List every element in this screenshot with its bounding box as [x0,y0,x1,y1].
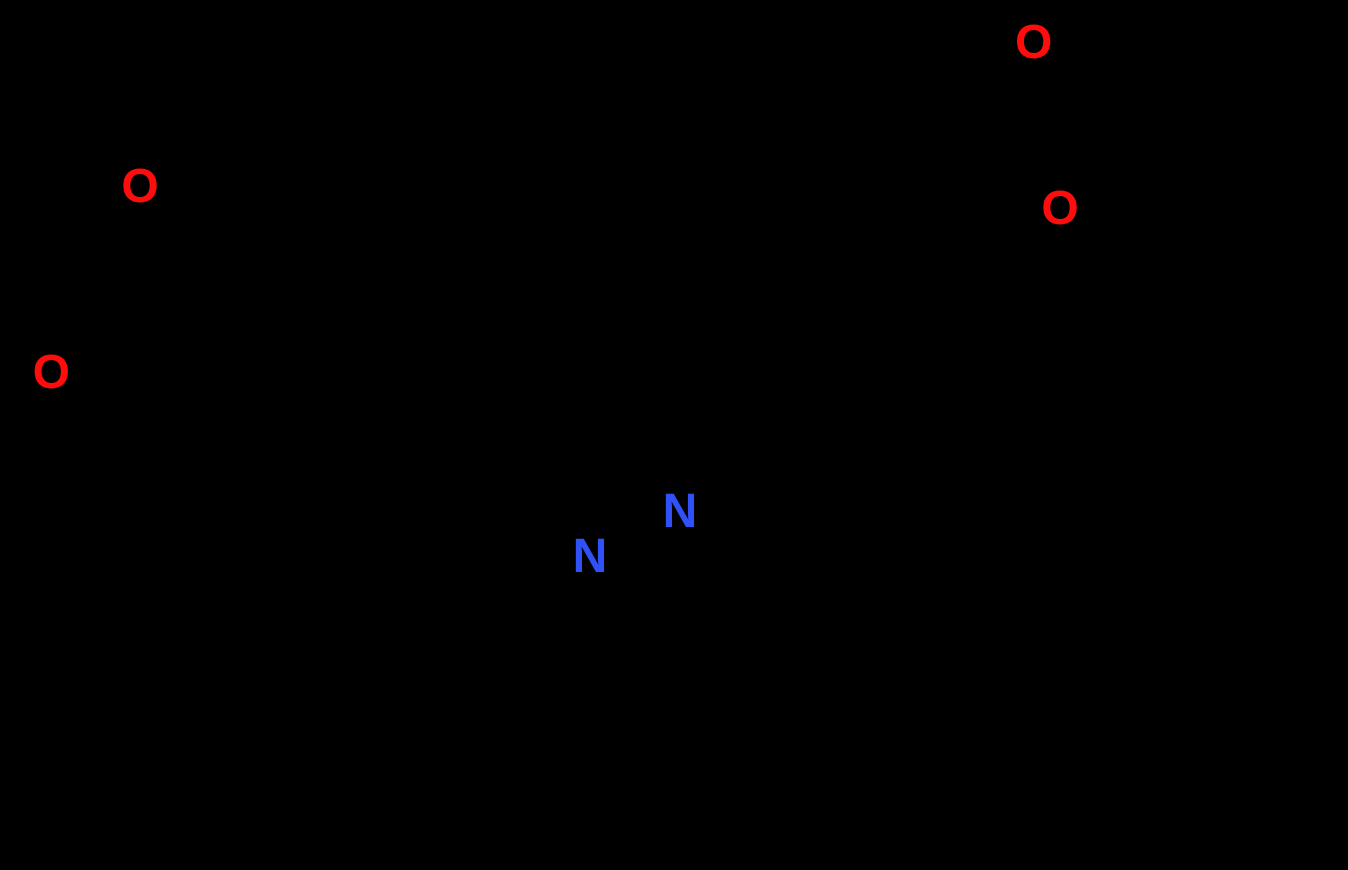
atom-label-o: O [121,160,158,213]
atom-label-n: N [663,485,698,538]
molecule-diagram: HO O N N O OH [0,0,1348,870]
atom-label-n: N [573,530,608,583]
atom-label-o: O [1041,182,1078,235]
atom-label-o: OH [1015,16,1087,69]
atom-label-o: HO [0,346,70,399]
